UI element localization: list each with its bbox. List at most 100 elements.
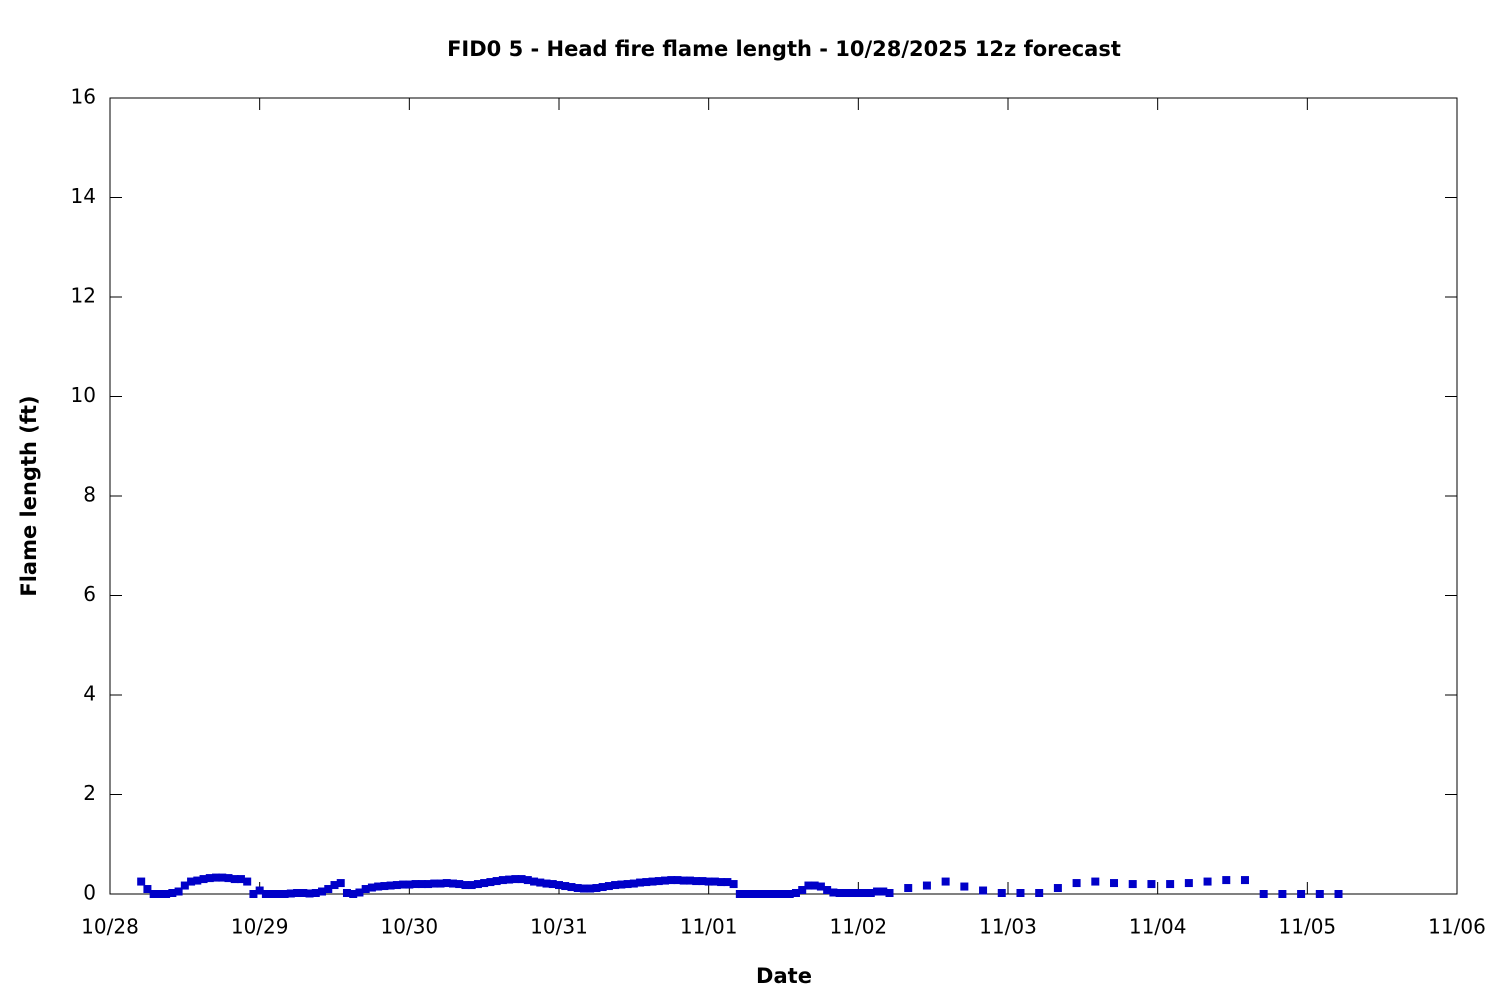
- data-point: [374, 882, 383, 891]
- data-point: [661, 876, 670, 885]
- data-point: [405, 880, 414, 889]
- data-point: [548, 880, 557, 889]
- data-point: [654, 877, 663, 886]
- data-point: [174, 887, 183, 896]
- y-tick-label: 10: [71, 383, 96, 407]
- data-point: [617, 880, 626, 889]
- data-point: [667, 876, 676, 885]
- data-point: [424, 880, 433, 889]
- data-point: [517, 875, 526, 884]
- data-point: [785, 890, 794, 898]
- data-point: [979, 886, 988, 895]
- data-point: [1110, 879, 1119, 888]
- data-point: [636, 878, 645, 887]
- data-point: [773, 890, 782, 898]
- data-point: [723, 878, 732, 887]
- data-point: [804, 881, 813, 890]
- data-point: [1035, 889, 1044, 898]
- data-point: [236, 875, 245, 884]
- data-point: [430, 879, 439, 888]
- data-point: [1297, 890, 1306, 898]
- data-point: [1240, 876, 1249, 885]
- data-point: [841, 889, 850, 898]
- data-point: [417, 880, 426, 889]
- data-point: [1016, 889, 1025, 898]
- data-point: [623, 880, 632, 889]
- data-point: [261, 890, 270, 898]
- data-point: [561, 882, 570, 891]
- data-point: [243, 877, 252, 886]
- data-point: [448, 879, 457, 888]
- data-point: [1315, 890, 1324, 898]
- data-point: [885, 889, 894, 898]
- y-tick-label: 8: [83, 483, 96, 507]
- data-point: [149, 890, 158, 898]
- data-point: [1278, 890, 1287, 898]
- data-point: [187, 877, 196, 886]
- data-point: [629, 879, 638, 888]
- data-point: [342, 889, 351, 898]
- data-point: [162, 890, 171, 898]
- data-point: [349, 890, 358, 898]
- data-point: [361, 885, 370, 894]
- data-point: [960, 882, 969, 891]
- data-point: [461, 881, 470, 890]
- data-point: [1166, 880, 1175, 889]
- data-point: [810, 881, 819, 890]
- data-point: [823, 886, 832, 895]
- data-point: [1203, 877, 1212, 886]
- data-point: [997, 889, 1006, 898]
- data-point: [205, 874, 214, 883]
- x-tick-label: 11/02: [830, 915, 888, 939]
- data-point: [567, 883, 576, 892]
- data-point: [835, 889, 844, 898]
- data-point: [710, 877, 719, 886]
- data-point: [854, 889, 863, 898]
- y-tick-label: 12: [71, 284, 96, 308]
- data-point: [199, 875, 208, 884]
- data-point: [392, 881, 401, 890]
- data-point: [411, 880, 420, 889]
- data-point: [611, 881, 620, 890]
- data-point: [255, 886, 264, 895]
- data-point: [249, 890, 258, 898]
- x-tick-label: 11/06: [1428, 915, 1486, 939]
- data-point: [866, 889, 875, 898]
- data-point: [530, 877, 539, 886]
- data-point: [717, 878, 726, 887]
- data-point: [305, 889, 314, 898]
- data-point: [480, 879, 489, 888]
- data-point: [904, 884, 913, 893]
- data-point: [748, 890, 757, 898]
- data-point: [1222, 876, 1231, 885]
- data-point: [860, 889, 869, 898]
- y-tick-label: 0: [83, 881, 96, 905]
- x-tick-label: 11/03: [979, 915, 1037, 939]
- data-point: [498, 876, 507, 885]
- data-point: [754, 890, 763, 898]
- data-point: [1147, 880, 1156, 889]
- data-point: [698, 877, 707, 886]
- data-point: [604, 882, 613, 891]
- data-point: [767, 890, 776, 898]
- data-point: [1184, 879, 1193, 888]
- data-point: [648, 877, 657, 886]
- data-point: [542, 879, 551, 888]
- data-point: [692, 877, 701, 886]
- data-point: [336, 879, 345, 888]
- data-point: [685, 876, 694, 885]
- data-point: [1259, 890, 1268, 898]
- data-point: [941, 877, 950, 886]
- data-point: [311, 889, 320, 898]
- data-point: [922, 881, 931, 890]
- y-tick-label: 14: [71, 184, 96, 208]
- y-tick-label: 4: [83, 682, 96, 706]
- data-point: [742, 890, 751, 898]
- data-point: [829, 888, 838, 897]
- data-point: [224, 874, 233, 883]
- data-point: [367, 883, 376, 892]
- data-point: [230, 875, 239, 884]
- data-point: [473, 880, 482, 889]
- y-tick-label: 6: [83, 582, 96, 606]
